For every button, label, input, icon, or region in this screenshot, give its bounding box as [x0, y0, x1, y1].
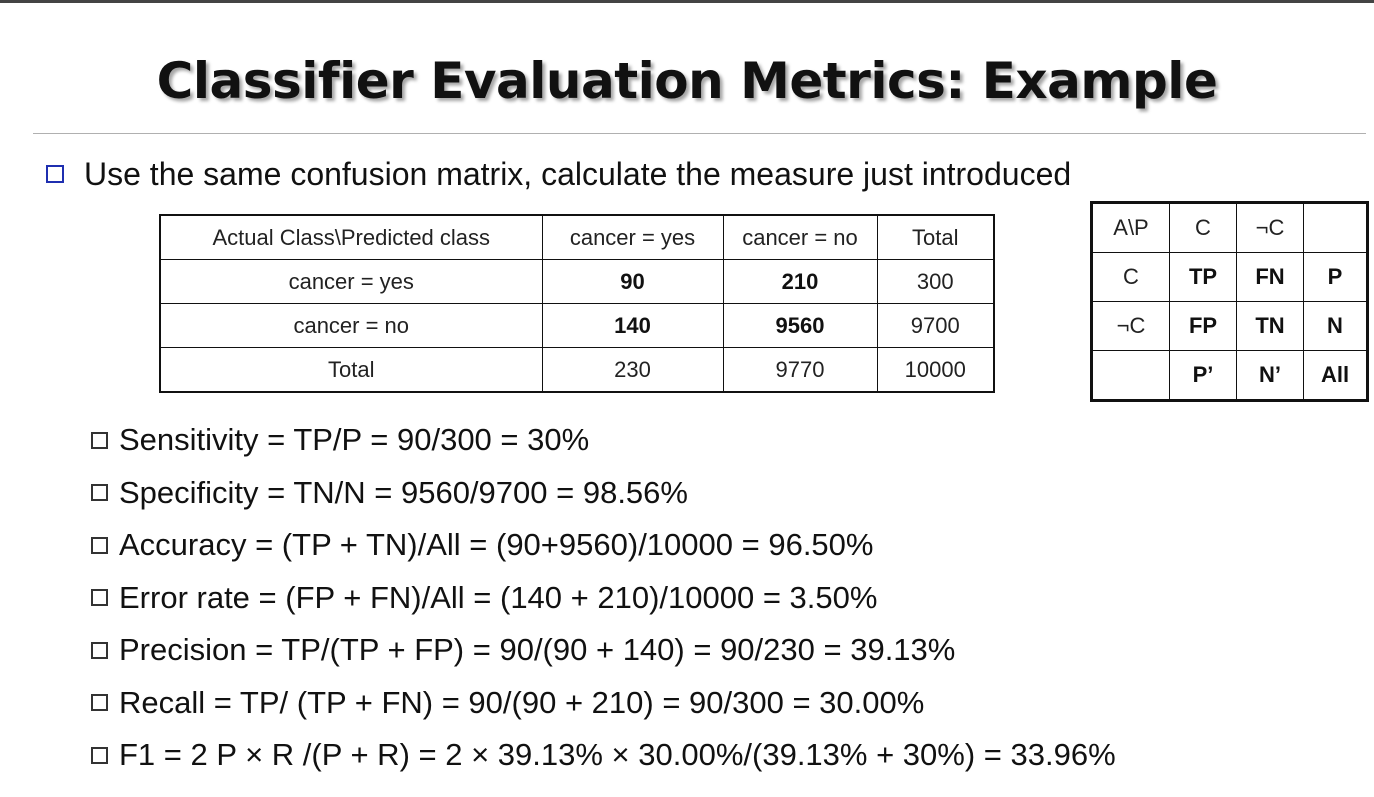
- list-item: Specificity = TN/N = 9560/9700 = 98.56%: [91, 467, 1116, 520]
- list-item: Sensitivity = TP/P = 90/300 = 30%: [91, 414, 1116, 467]
- fp-value-cell: 140: [541, 303, 724, 348]
- table-row: ¬C FP TN N: [1091, 301, 1368, 351]
- checkbox-bullet-icon: [91, 431, 108, 449]
- list-item: Error rate = (FP + FN)/All = (140 + 210)…: [91, 572, 1116, 625]
- header-cell: Total: [876, 214, 995, 260]
- table-row: Total 230 9770 10000: [159, 347, 995, 393]
- fn-value-cell: 210: [722, 259, 878, 304]
- reference-matrix-table: A\P C ¬C C TP FN P ¬C FP TN N P’ N’ All: [1090, 201, 1369, 402]
- grand-total-cell: 10000: [876, 347, 995, 393]
- list-item: Precision = TP/(TP + FP) = 90/(90 + 140)…: [91, 624, 1116, 677]
- ref-cell: P’: [1169, 350, 1237, 401]
- table-row: A\P C ¬C: [1091, 202, 1368, 253]
- row-label-cell: Total: [159, 347, 543, 393]
- ref-cell: N’: [1236, 350, 1304, 401]
- ref-cell: N: [1303, 301, 1368, 351]
- total-cell: 9770: [722, 347, 878, 393]
- checkbox-bullet-icon: [91, 694, 108, 712]
- metric-specificity: Specificity = TN/N = 9560/9700 = 98.56%: [119, 474, 688, 510]
- checkbox-bullet-icon: [91, 589, 108, 607]
- ref-cell: A\P: [1091, 202, 1170, 253]
- metric-recall: Recall = TP/ (TP + FN) = 90/(90 + 210) =…: [119, 684, 925, 720]
- list-item: Recall = TP/ (TP + FN) = 90/(90 + 210) =…: [91, 677, 1116, 730]
- checkbox-bullet-icon: [46, 165, 64, 183]
- checkbox-bullet-icon: [91, 641, 108, 659]
- table-row: P’ N’ All: [1091, 350, 1368, 401]
- table-row: cancer = no 140 9560 9700: [159, 303, 995, 348]
- checkbox-bullet-icon: [91, 746, 108, 764]
- list-item: F1 = 2 P × R /(P + R) = 2 × 39.13% × 30.…: [91, 729, 1116, 782]
- metric-error-rate: Error rate = (FP + FN)/All = (140 + 210)…: [119, 579, 878, 615]
- header-cell: cancer = yes: [541, 214, 724, 260]
- ref-cell: C: [1169, 202, 1237, 253]
- row-label-cell: cancer = yes: [159, 259, 543, 304]
- ref-cell: ¬C: [1236, 202, 1304, 253]
- list-item: Accuracy = (TP + TN)/All = (90+9560)/100…: [91, 519, 1116, 572]
- ref-cell: FN: [1236, 252, 1304, 302]
- title-divider: [33, 133, 1366, 134]
- slide-title: Classifier Evaluation Metrics: Example: [156, 52, 1218, 110]
- metric-f1: F1 = 2 P × R /(P + R) = 2 × 39.13% × 30.…: [119, 737, 1116, 773]
- ref-cell: All: [1303, 350, 1368, 401]
- ref-cell: TN: [1236, 301, 1304, 351]
- ref-cell: [1303, 202, 1368, 253]
- ref-cell: C: [1091, 252, 1170, 302]
- ref-cell: P: [1303, 252, 1368, 302]
- ref-cell: [1091, 350, 1170, 401]
- top-border: [0, 0, 1374, 3]
- metric-sensitivity: Sensitivity = TP/P = 90/300 = 30%: [119, 422, 590, 458]
- tn-value-cell: 9560: [722, 303, 878, 348]
- ref-cell: FP: [1169, 301, 1237, 351]
- checkbox-bullet-icon: [91, 536, 108, 554]
- header-cell: Actual Class\Predicted class: [159, 214, 543, 260]
- table-header-row: Actual Class\Predicted class cancer = ye…: [159, 214, 995, 260]
- table-row: cancer = yes 90 210 300: [159, 259, 995, 304]
- ref-cell: TP: [1169, 252, 1237, 302]
- row-label-cell: cancer = no: [159, 303, 543, 348]
- checkbox-bullet-icon: [91, 484, 108, 502]
- ref-cell: ¬C: [1091, 301, 1170, 351]
- confusion-matrix-table: Actual Class\Predicted class cancer = ye…: [159, 214, 995, 393]
- metric-accuracy: Accuracy = (TP + TN)/All = (90+9560)/100…: [119, 527, 874, 563]
- header-cell: cancer = no: [722, 214, 878, 260]
- intro-bullet: Use the same confusion matrix, calculate…: [46, 154, 1071, 194]
- metric-precision: Precision = TP/(TP + FP) = 90/(90 + 140)…: [119, 632, 956, 668]
- tp-value-cell: 90: [541, 259, 724, 304]
- table-row: C TP FN P: [1091, 252, 1368, 302]
- intro-text: Use the same confusion matrix, calculate…: [84, 155, 1072, 192]
- total-cell: 9700: [876, 303, 995, 348]
- metrics-list: Sensitivity = TP/P = 90/300 = 30% Specif…: [91, 414, 1116, 782]
- total-cell: 230: [541, 347, 724, 393]
- total-cell: 300: [876, 259, 995, 304]
